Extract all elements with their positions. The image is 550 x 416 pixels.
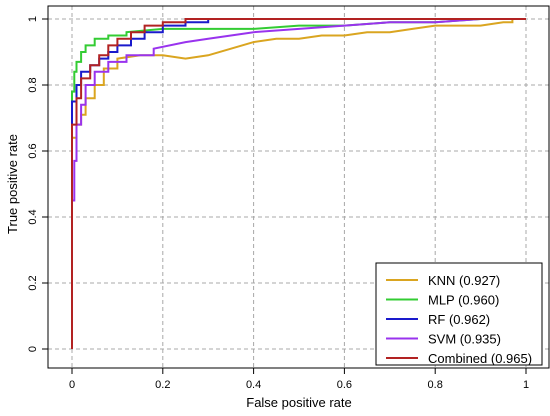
x-tick-label: 0.2 bbox=[155, 379, 170, 391]
x-axis-title: False positive rate bbox=[246, 395, 352, 410]
series-lines bbox=[71, 18, 526, 349]
legend: KNN (0.927) MLP (0.960) RF (0.962) SVM (0.9… bbox=[375, 262, 543, 366]
plot-frame bbox=[47, 5, 550, 369]
x-tick-label: 0.4 bbox=[246, 379, 261, 391]
legend-label-4: Combined (0.965) bbox=[428, 351, 532, 366]
y-axis-title: True positive rate bbox=[5, 134, 20, 234]
y-tick-label: 0.8 bbox=[27, 77, 39, 92]
y-tick-label: 0 bbox=[27, 346, 39, 352]
series-line-3 bbox=[71, 18, 526, 349]
y-tick-label: 1 bbox=[27, 16, 39, 22]
legend-label-3: SVM (0.935) bbox=[428, 332, 501, 347]
x-axis: 0 0.2 0.4 0.6 0.8 1 bbox=[69, 368, 529, 391]
series-line-4 bbox=[71, 18, 526, 349]
y-tick-label: 0.2 bbox=[27, 275, 39, 290]
legend-label-1: MLP (0.960) bbox=[428, 293, 499, 308]
y-axis: 0 0.2 0.4 0.6 0.8 1 bbox=[27, 16, 48, 352]
x-tick-label: 0.8 bbox=[428, 379, 443, 391]
y-tick-label: 0.6 bbox=[27, 143, 39, 158]
series-line-0 bbox=[71, 18, 526, 349]
legend-label-0: KNN (0.927) bbox=[428, 273, 500, 288]
x-tick-label: 1 bbox=[523, 379, 529, 391]
legend-label-2: RF (0.962) bbox=[428, 312, 490, 327]
legend-items: KNN (0.927) MLP (0.960) RF (0.962) SVM (0.9… bbox=[386, 273, 532, 366]
x-tick-label: 0.6 bbox=[337, 379, 352, 391]
x-tick-label: 0 bbox=[69, 379, 75, 391]
y-tick-label: 0.4 bbox=[27, 209, 39, 224]
